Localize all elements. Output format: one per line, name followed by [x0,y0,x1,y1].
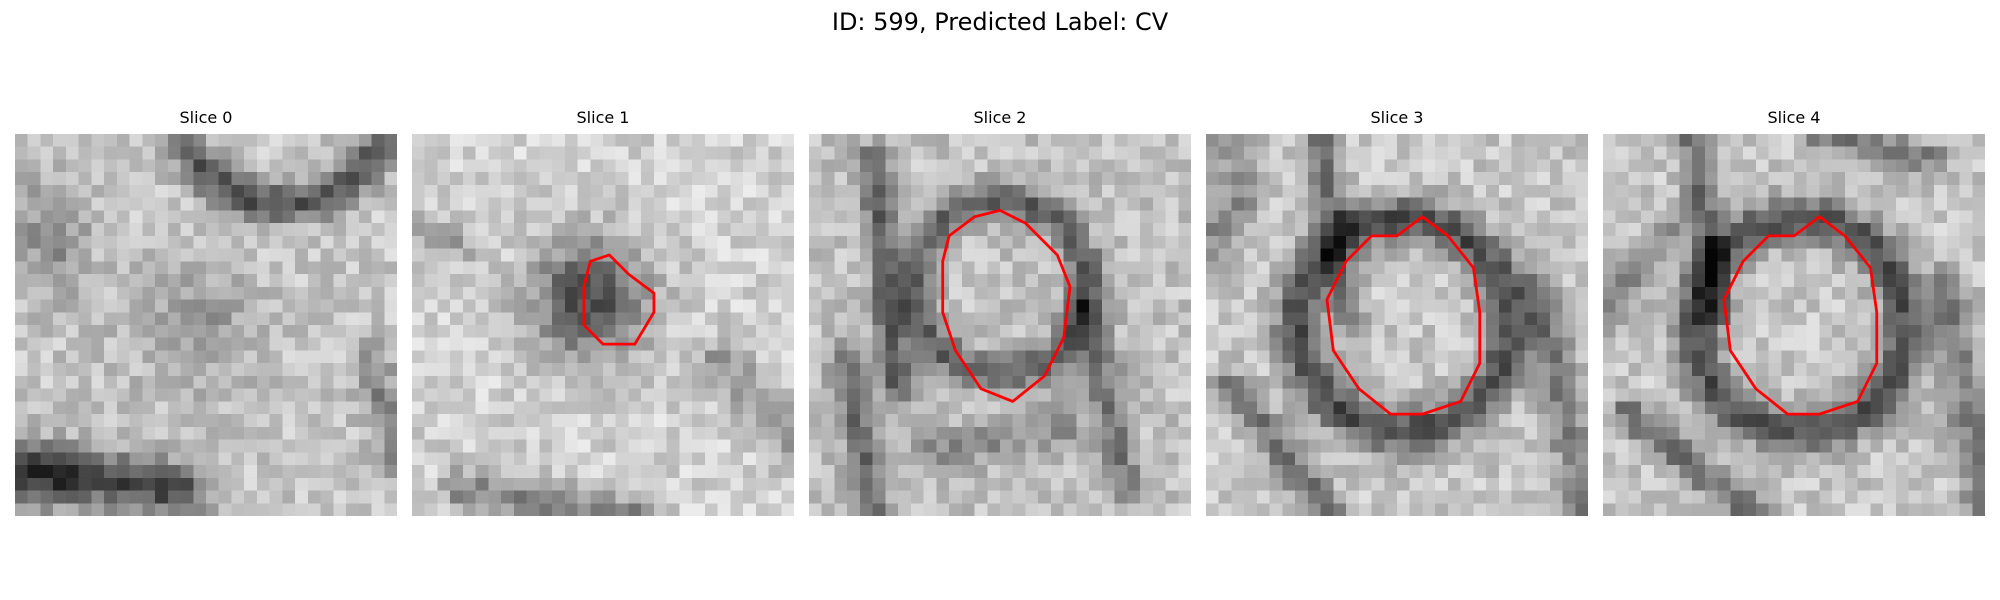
slice-contour-4 [1722,215,1879,416]
slice-title-1: Slice 1 [576,108,630,127]
slice-panel-2: Slice 2 [809,108,1191,516]
slice-image-4 [1603,134,1985,516]
slice-panel-1: Slice 1 [412,108,794,516]
slice-panel-0: Slice 0 [15,108,397,516]
figure-title: ID: 599, Predicted Label: CV [831,8,1169,36]
slice-title-3: Slice 3 [1370,108,1424,127]
slice-panel-3: Slice 3 [1206,108,1588,516]
slice-image-2 [809,134,1191,516]
slice-contour-1 [582,253,656,346]
slice-image-1 [412,134,794,516]
slice-title-0: Slice 0 [179,108,233,127]
slice-title-4: Slice 4 [1767,108,1821,127]
slice-contour-2 [941,208,1072,403]
slice-image-3 [1206,134,1588,516]
slice-panel-4: Slice 4 [1603,108,1985,516]
slice-title-2: Slice 2 [973,108,1027,127]
slice-contour-3 [1325,215,1482,416]
slice-image-0 [15,134,397,516]
